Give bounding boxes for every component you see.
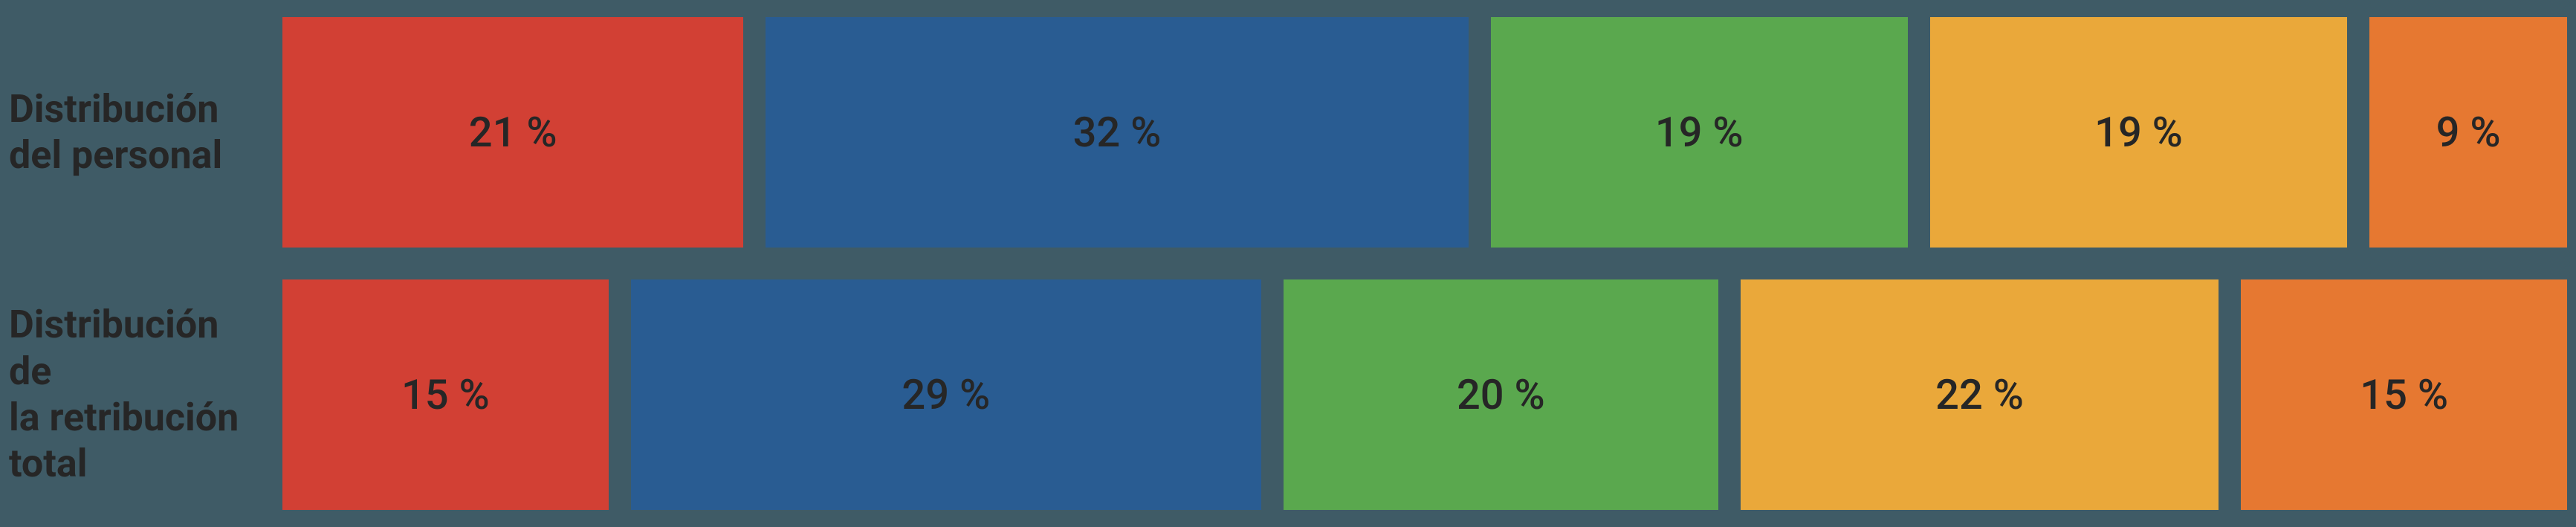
row-label: Distribución dela retribución total <box>0 302 260 488</box>
bar-segment: 19 % <box>1930 17 2347 248</box>
bar-segment: 20 % <box>1284 279 1718 510</box>
bar-segment: 9 % <box>2369 17 2567 248</box>
bar-track: 21 %32 %19 %19 %9 % <box>282 17 2576 248</box>
bar-segment: 32 % <box>766 17 1468 248</box>
bar-segment: 15 % <box>2241 279 2567 510</box>
distribution-chart: Distribucióndel personal21 %32 %19 %19 %… <box>0 0 2576 527</box>
bar-segment: 19 % <box>1491 17 1908 248</box>
bar-segment: 21 % <box>282 17 743 248</box>
bar-segment: 15 % <box>282 279 609 510</box>
bar-segment: 22 % <box>1741 279 2219 510</box>
chart-row: Distribución dela retribución total15 %2… <box>0 279 2576 510</box>
bar-track: 15 %29 %20 %22 %15 % <box>282 279 2576 510</box>
chart-row: Distribucióndel personal21 %32 %19 %19 %… <box>0 17 2576 248</box>
row-label: Distribucióndel personal <box>0 86 260 179</box>
bar-segment: 29 % <box>631 279 1261 510</box>
